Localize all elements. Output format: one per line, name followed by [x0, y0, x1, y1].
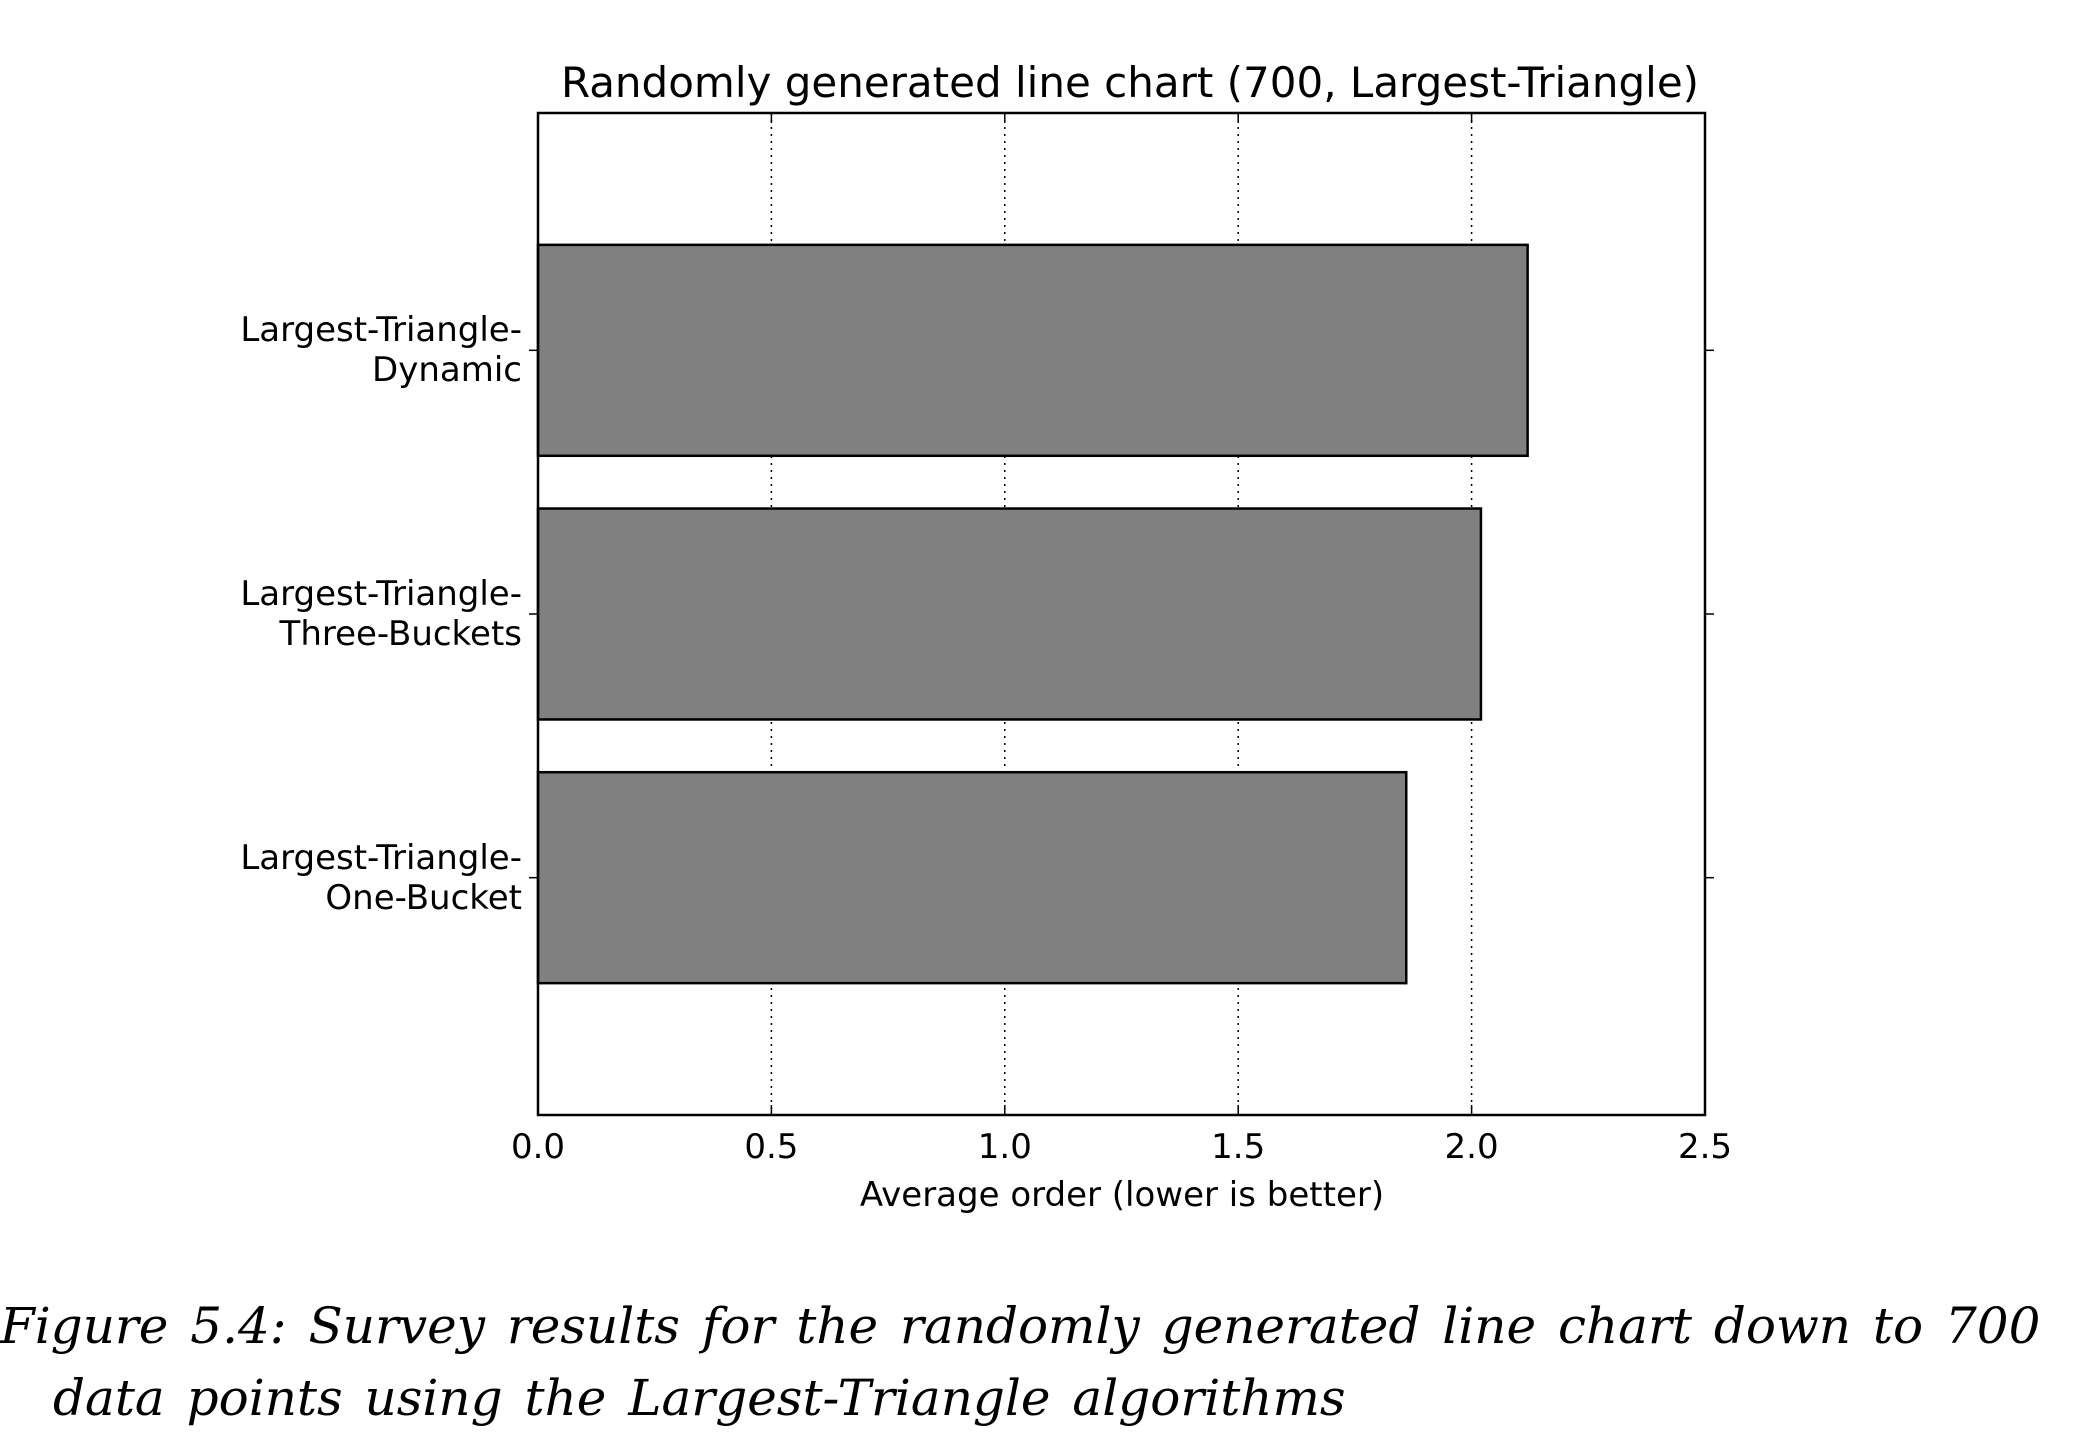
y-tick-label: Largest-Triangle- One-Bucket	[240, 837, 522, 918]
x-tick-label: 1.0	[978, 1127, 1032, 1167]
y-tick-label: Largest-Triangle- Dynamic	[240, 310, 522, 391]
bar	[536, 243, 1529, 458]
bar	[536, 770, 1408, 985]
x-tick-label: 2.5	[1678, 1127, 1732, 1167]
chart-title: Randomly generated line chart (700, Larg…	[561, 58, 1699, 107]
y-tick-label: Largest-Triangle- Three-Buckets	[240, 574, 522, 654]
x-tick-label: 0.0	[511, 1127, 565, 1167]
x-tick-label: 1.5	[1211, 1127, 1265, 1167]
x-axis-label: Average order (lower is better)	[860, 1175, 1384, 1215]
plot-frame	[536, 111, 1707, 1117]
x-tick-label: 2.0	[1445, 1127, 1499, 1167]
figure-caption: Figure 5.4: Survey results for the rando…	[0, 1297, 2041, 1427]
x-tick-label: 0.5	[744, 1127, 798, 1167]
bar	[536, 507, 1483, 721]
